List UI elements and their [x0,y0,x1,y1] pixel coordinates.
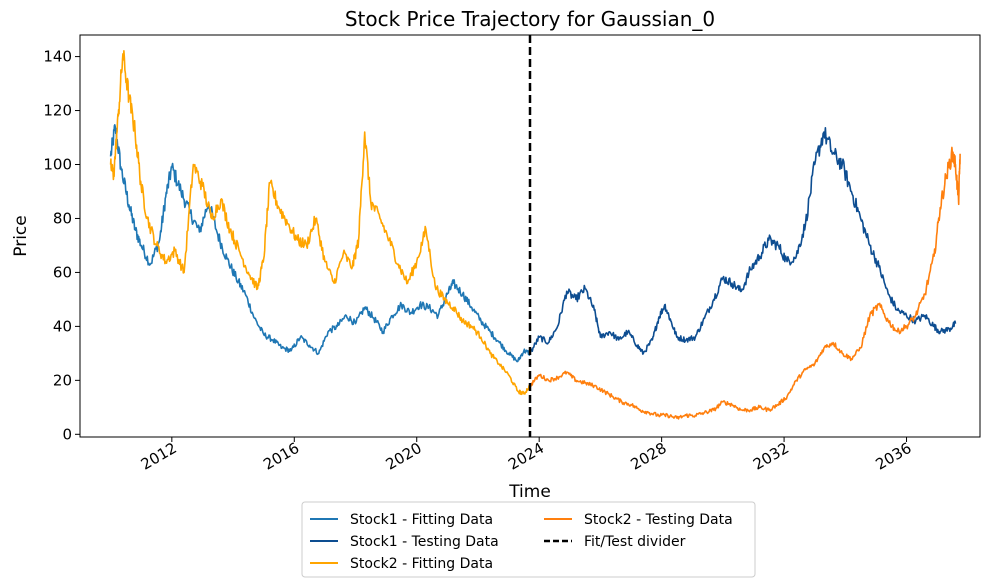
x-axis-label: Time [508,482,551,502]
legend-label: Stock1 - Testing Data [350,534,499,550]
y-tick-label: 20 [53,371,72,389]
legend: Stock1 - Fitting Data Stock1 - Testing Da… [301,501,756,578]
y-tick-label: 60 [53,263,72,281]
y-tick-label: 100 [43,156,72,174]
legend-label: Stock2 - Testing Data [584,512,733,528]
y-tick-label: 40 [53,317,72,335]
y-tick-label: 80 [53,209,72,227]
chart-title: Stock Price Trajectory for Gaussian_0 [345,7,715,31]
legend-label: Stock1 - Fitting Data [350,512,493,528]
series-lines [109,50,961,420]
series-line-4 [529,146,961,420]
x-axis: 2012 2016 2020 2024 2028 2032 2036 [138,437,915,474]
x-tick-label: 2016 [260,439,302,474]
y-axis-label: Price [11,215,31,256]
y-tick-label: 0 [62,425,72,443]
x-tick-label: 2036 [872,439,914,474]
series-line-3 [109,50,531,396]
x-tick-label: 2024 [505,439,547,474]
x-tick-label: 2020 [383,439,425,474]
x-tick-label: 2028 [628,439,670,474]
series-line-1 [109,124,531,363]
legend-box [301,501,756,578]
x-tick-label: 2032 [750,439,792,474]
y-tick-label: 140 [43,48,72,66]
x-tick-label: 2012 [138,439,180,474]
legend-label: Fit/Test divider [584,534,686,550]
y-axis: 0 20 40 60 80 100 120 140 [43,48,80,443]
legend-label: Stock2 - Fitting Data [350,556,493,572]
y-tick-label: 120 [43,102,72,120]
series-line-2 [529,127,957,355]
